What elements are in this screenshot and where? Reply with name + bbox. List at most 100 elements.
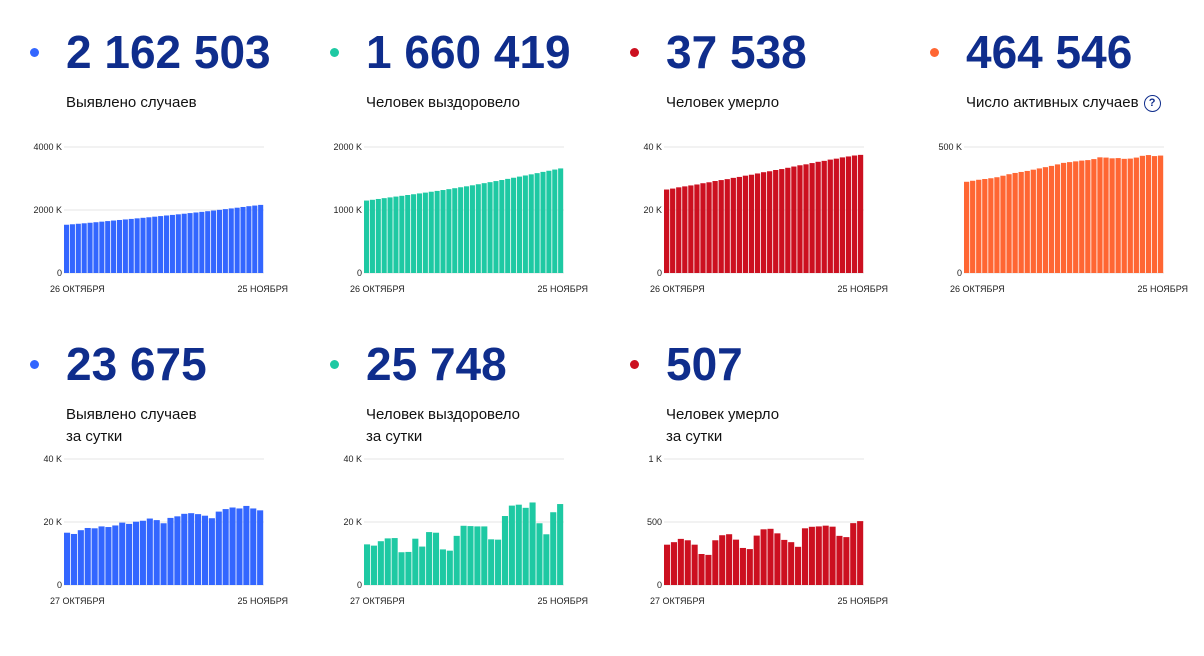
bar [543,534,550,585]
bar [446,550,453,585]
y-tick-label: 2000 K [333,142,362,152]
bar [434,190,440,273]
bar [499,180,505,273]
bar [495,539,502,585]
bar [229,507,236,585]
bar [205,211,211,273]
bar [105,527,112,585]
bar [1157,155,1164,273]
bar [201,515,209,585]
y-tick-label: 20 K [343,517,362,527]
bar [188,513,195,585]
bar [712,181,718,273]
bar [857,521,864,585]
bar [550,512,557,585]
bar [558,168,564,273]
stat-label-line: Человек умерло [666,94,780,111]
bar [684,540,691,585]
bar [419,546,426,585]
bar [128,218,134,273]
bar [664,189,670,273]
y-tick-label: 0 [357,580,362,590]
bar [694,184,700,273]
x-start-label: 26 ОКТЯБРЯ [650,284,705,294]
bar [774,533,781,585]
bar [464,186,470,273]
bar [797,165,803,273]
bar [664,544,671,585]
bar [252,205,258,273]
bar [691,544,698,585]
y-tick-label: 0 [57,580,62,590]
y-tick-label: 40 K [643,142,662,152]
bar [528,174,534,273]
bar [501,516,509,585]
y-tick-label: 0 [57,268,62,278]
y-tick-label: 0 [957,268,962,278]
x-start-label: 27 ОКТЯБРЯ [350,596,405,606]
bar [1073,161,1079,273]
bar [174,516,181,585]
stat-label: Человек выздоровело [366,92,520,114]
bar [467,526,474,585]
bar [481,526,488,585]
bar [988,178,994,273]
stat-card: 464 546 Число активных случаев? 0 500 K 26 О… [930,26,1200,326]
bar [1024,170,1030,273]
bar [1103,157,1109,273]
stat-card: 23 675 Выявлено случаев за сутки 0 20 K 40 K 2… [30,338,300,638]
y-tick-label: 500 [647,517,662,527]
bar [381,198,387,273]
x-end-label: 25 НОЯБРЯ [1137,284,1188,294]
stat-label: Число активных случаев? [966,92,1161,114]
bar [369,199,375,273]
y-tick-label: 0 [657,580,662,590]
bar [458,187,464,273]
bar [474,526,481,585]
bar [760,172,767,273]
y-tick-label: 40 K [343,454,362,464]
bar [364,544,371,585]
bar [742,175,749,273]
bar [982,179,988,273]
bar [1097,157,1103,273]
bar [827,159,833,273]
bar [736,176,742,273]
bar [493,181,499,273]
bar [843,537,850,585]
bar [705,554,712,585]
bar-chart: 0 20 K 40 K 27 ОКТЯБРЯ 25 НОЯБРЯ [43,454,288,606]
stat-card: 25 748 Человек выздоровело за сутки 0 20 K 40… [330,338,600,638]
y-tick-label: 20 K [43,517,62,527]
bar [222,509,229,585]
stat-value: 507 [666,338,743,390]
bar [522,507,529,585]
bar [246,206,252,273]
bar [488,539,495,585]
bar [487,182,493,273]
bar [391,538,398,585]
bar [64,224,70,273]
bar [682,186,688,273]
stat-value: 2 162 503 [66,26,271,78]
bar [1048,165,1055,273]
bar [516,176,523,273]
help-icon[interactable]: ? [1143,95,1161,112]
bar [719,535,726,585]
bar [739,547,746,585]
x-end-label: 25 НОЯБРЯ [837,596,888,606]
bar-chart: 0 1000 K 2000 K 26 ОКТЯБРЯ 25 НОЯБРЯ [333,142,588,294]
stat-card: 507 Человек умерло за сутки 0 500 1 K 27 ОКТЯБ… [630,338,900,638]
bar [746,549,753,585]
bar [208,518,215,585]
bar [803,164,809,273]
bar [767,171,773,273]
bar [753,535,760,585]
bar [64,532,71,585]
bar [829,526,836,585]
bar [452,188,458,273]
bar [119,522,126,585]
bar [428,191,434,273]
bar [698,554,705,585]
y-tick-label: 500 K [938,142,962,152]
